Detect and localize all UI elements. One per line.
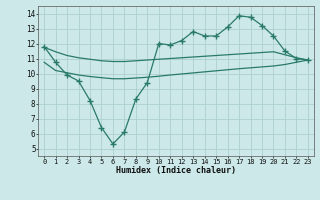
X-axis label: Humidex (Indice chaleur): Humidex (Indice chaleur) bbox=[116, 166, 236, 175]
